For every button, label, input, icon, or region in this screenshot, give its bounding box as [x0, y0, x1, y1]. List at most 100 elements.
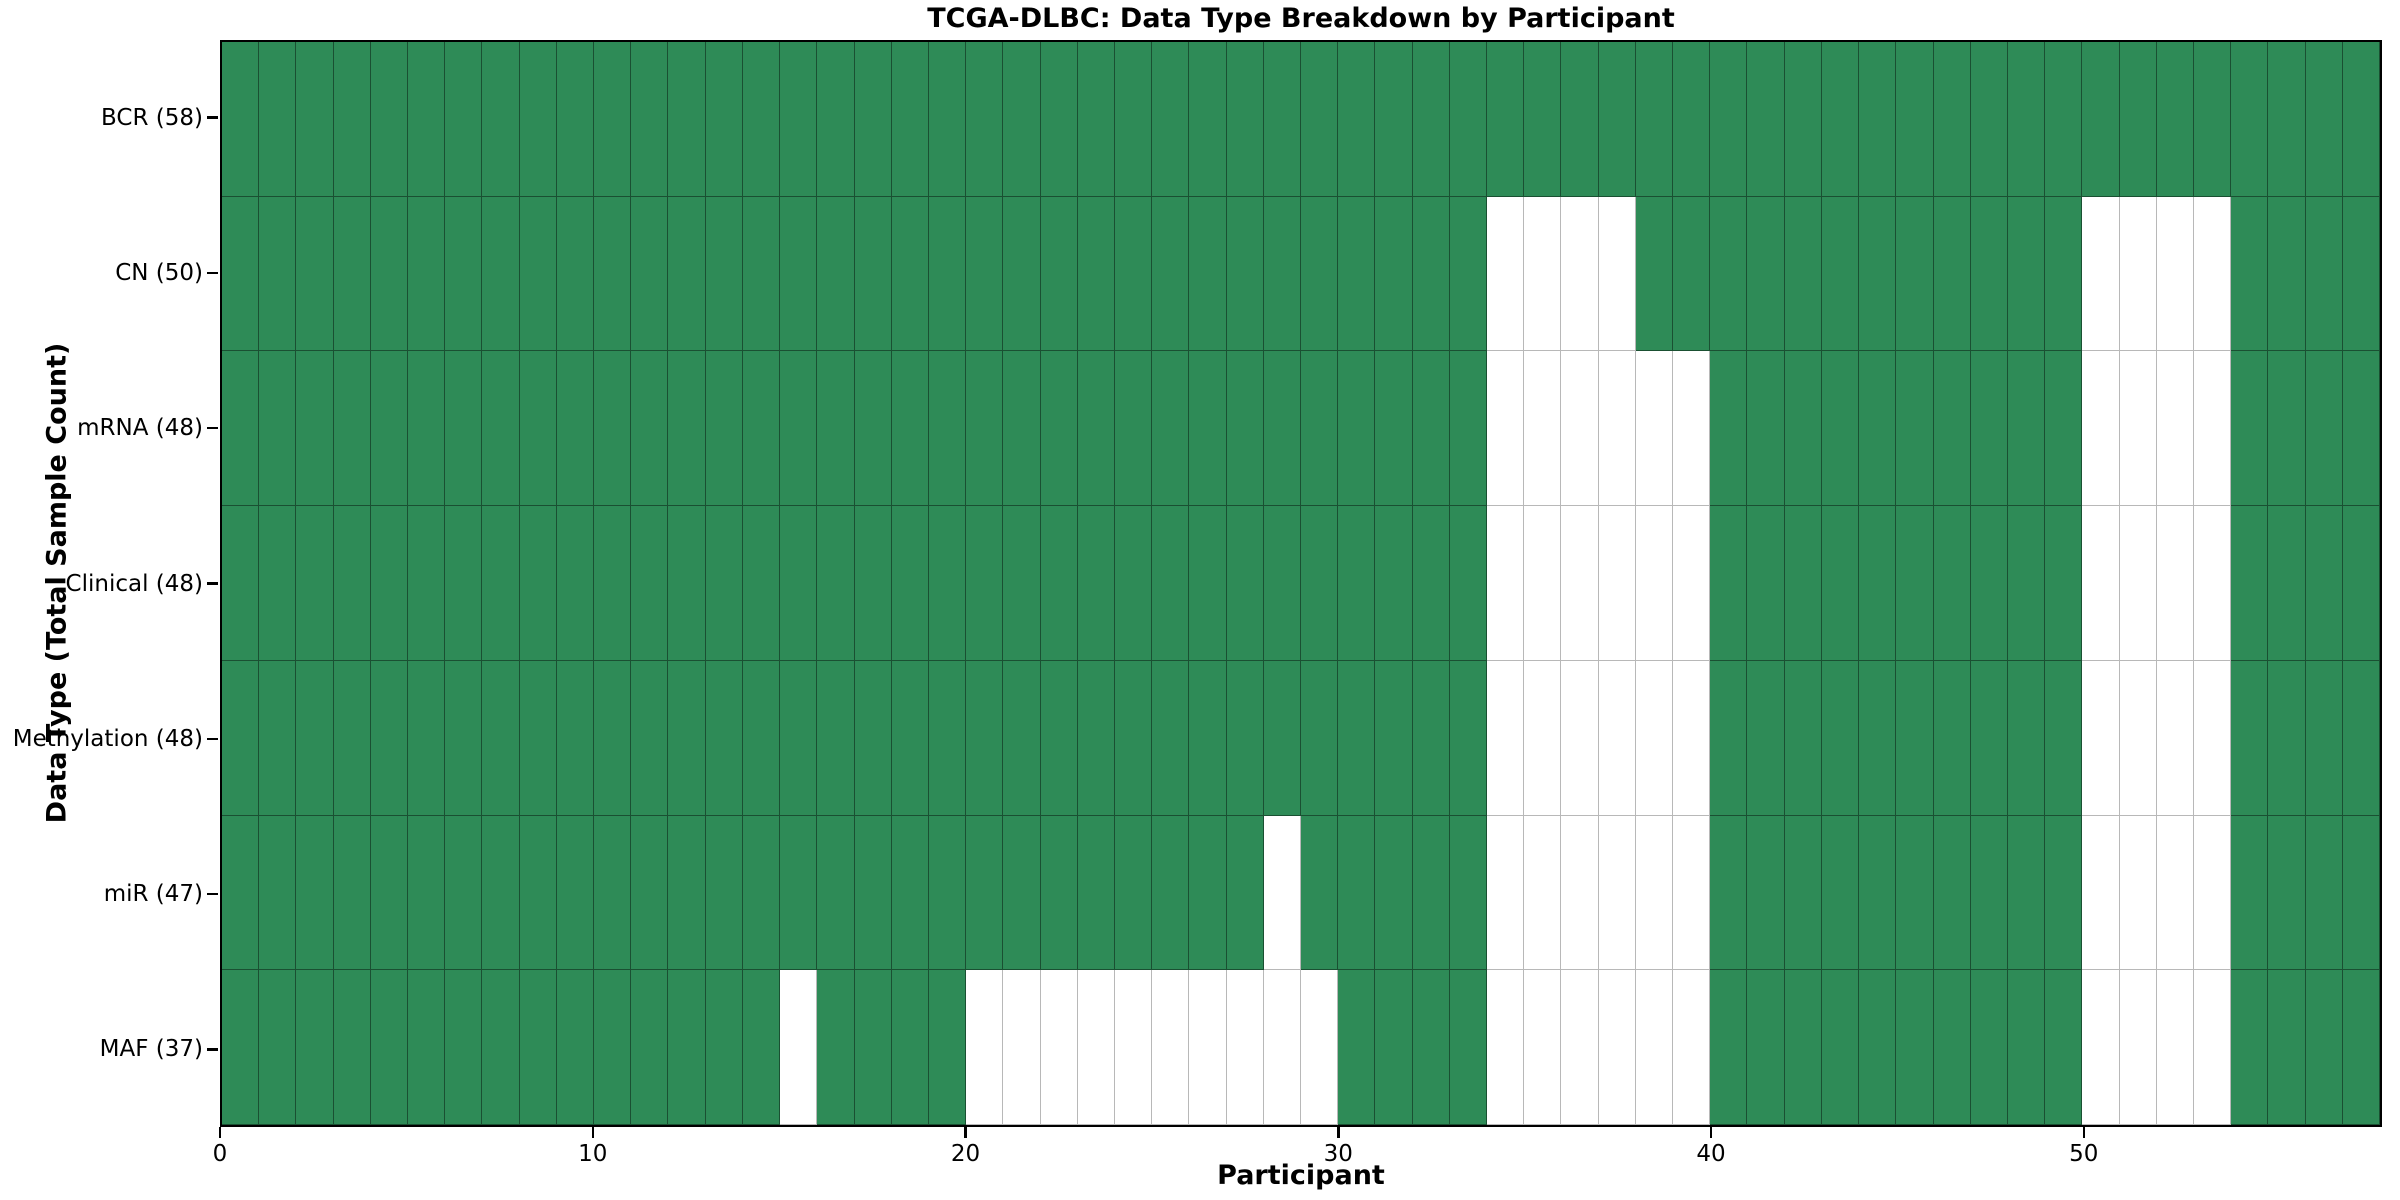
- y-tick-label: BCR (58): [101, 104, 203, 131]
- heatmap-cell: [1263, 351, 1301, 507]
- heatmap-cell: [631, 815, 669, 971]
- heatmap-cell: [928, 660, 967, 816]
- heatmap-cell: [333, 196, 371, 352]
- heatmap-cell: [1263, 660, 1301, 816]
- heatmap-cell: [1152, 970, 1190, 1125]
- heatmap-cell: [1710, 42, 1748, 197]
- heatmap-cell: [1114, 970, 1153, 1125]
- heatmap-cell: [1859, 815, 1897, 971]
- heatmap-cell: [2156, 506, 2194, 661]
- heatmap-cell: [705, 660, 743, 816]
- heatmap-cell: [408, 815, 446, 971]
- heatmap-cell: [1896, 196, 1934, 352]
- heatmap-cell: [705, 196, 743, 352]
- heatmap-cell: [1338, 42, 1376, 197]
- heatmap-cell: [222, 506, 260, 661]
- heatmap-cell: [1635, 660, 1674, 816]
- heatmap-cell: [1710, 815, 1748, 971]
- heatmap-cell: [854, 970, 892, 1125]
- heatmap-cell: [1710, 970, 1748, 1125]
- x-tick-mark: [1709, 1127, 1713, 1138]
- heatmap-cell: [1933, 506, 1971, 661]
- heatmap-cell: [556, 196, 595, 352]
- heatmap-cell: [1561, 815, 1599, 971]
- heatmap-cell: [1040, 196, 1078, 352]
- heatmap-cell: [1449, 970, 1488, 1125]
- heatmap-cell: [1412, 815, 1450, 971]
- heatmap-cell: [333, 351, 371, 507]
- heatmap-cell: [370, 196, 409, 352]
- heatmap-cell: [1077, 506, 1115, 661]
- heatmap-cell: [1263, 506, 1301, 661]
- heatmap-cell: [631, 660, 669, 816]
- heatmap-cell: [854, 506, 892, 661]
- heatmap-cell: [1635, 815, 1674, 971]
- heatmap-cell: [1375, 196, 1413, 352]
- heatmap-cell: [594, 815, 632, 971]
- heatmap-cell: [668, 660, 706, 816]
- heatmap-cell: [259, 660, 297, 816]
- heatmap-cell: [966, 196, 1004, 352]
- heatmap-cell: [1524, 351, 1562, 507]
- heatmap-cell: [482, 42, 520, 197]
- heatmap-cell: [705, 815, 743, 971]
- y-tick-label: mRNA (48): [77, 415, 203, 442]
- heatmap-cell: [2045, 351, 2083, 507]
- heatmap-cell: [519, 506, 557, 661]
- heatmap-cell: [1784, 815, 1822, 971]
- heatmap-cell: [370, 42, 409, 197]
- heatmap-cell: [2305, 970, 2343, 1125]
- heatmap-cell: [370, 660, 409, 816]
- heatmap-cell: [928, 196, 967, 352]
- heatmap-cell: [2193, 660, 2232, 816]
- heatmap-cell: [259, 815, 297, 971]
- heatmap-cell: [2342, 351, 2380, 507]
- heatmap-cell: [1859, 506, 1897, 661]
- heatmap-cell: [1449, 660, 1488, 816]
- heatmap-cell: [296, 351, 334, 507]
- heatmap-cell: [1598, 506, 1636, 661]
- heatmap-cell: [928, 970, 967, 1125]
- heatmap-cell: [1487, 506, 1525, 661]
- heatmap-cell: [222, 42, 260, 197]
- heatmap-cell: [780, 351, 818, 507]
- heatmap-cell: [2193, 970, 2232, 1125]
- heatmap-cell: [482, 196, 520, 352]
- heatmap-cell: [1784, 660, 1822, 816]
- heatmap-cell: [2305, 196, 2343, 352]
- heatmap-cell: [2305, 42, 2343, 197]
- heatmap-cell: [594, 196, 632, 352]
- heatmap-cell: [817, 815, 855, 971]
- heatmap-cell: [296, 196, 334, 352]
- heatmap-cell: [370, 815, 409, 971]
- heatmap-cell: [742, 970, 781, 1125]
- heatmap-cell: [2007, 815, 2046, 971]
- heatmap-cell: [1747, 970, 1785, 1125]
- x-tick-label: 20: [950, 1141, 981, 1167]
- heatmap-cell: [2231, 351, 2269, 507]
- heatmap-cell: [1226, 42, 1264, 197]
- heatmap-cell: [1896, 970, 1934, 1125]
- heatmap-cell: [2342, 815, 2380, 971]
- heatmap-cell: [1710, 196, 1748, 352]
- heatmap-cell: [1933, 815, 1971, 971]
- heatmap-cell: [1338, 970, 1376, 1125]
- heatmap-cell: [2342, 506, 2380, 661]
- heatmap-cell: [1449, 351, 1488, 507]
- heatmap-cell: [1077, 42, 1115, 197]
- heatmap-cell: [370, 506, 409, 661]
- heatmap-cell: [1784, 506, 1822, 661]
- heatmap-cell: [817, 42, 855, 197]
- heatmap-cell: [1263, 42, 1301, 197]
- heatmap-cell: [1040, 815, 1078, 971]
- heatmap-cell: [1635, 506, 1674, 661]
- heatmap-cell: [817, 196, 855, 352]
- heatmap-cell: [668, 196, 706, 352]
- heatmap-plot: Present Absent: [220, 40, 2382, 1127]
- heatmap-cell: [1710, 506, 1748, 661]
- heatmap-cell: [1040, 42, 1078, 197]
- heatmap-cell: [1338, 351, 1376, 507]
- heatmap-cell: [1896, 660, 1934, 816]
- heatmap-cell: [1189, 815, 1227, 971]
